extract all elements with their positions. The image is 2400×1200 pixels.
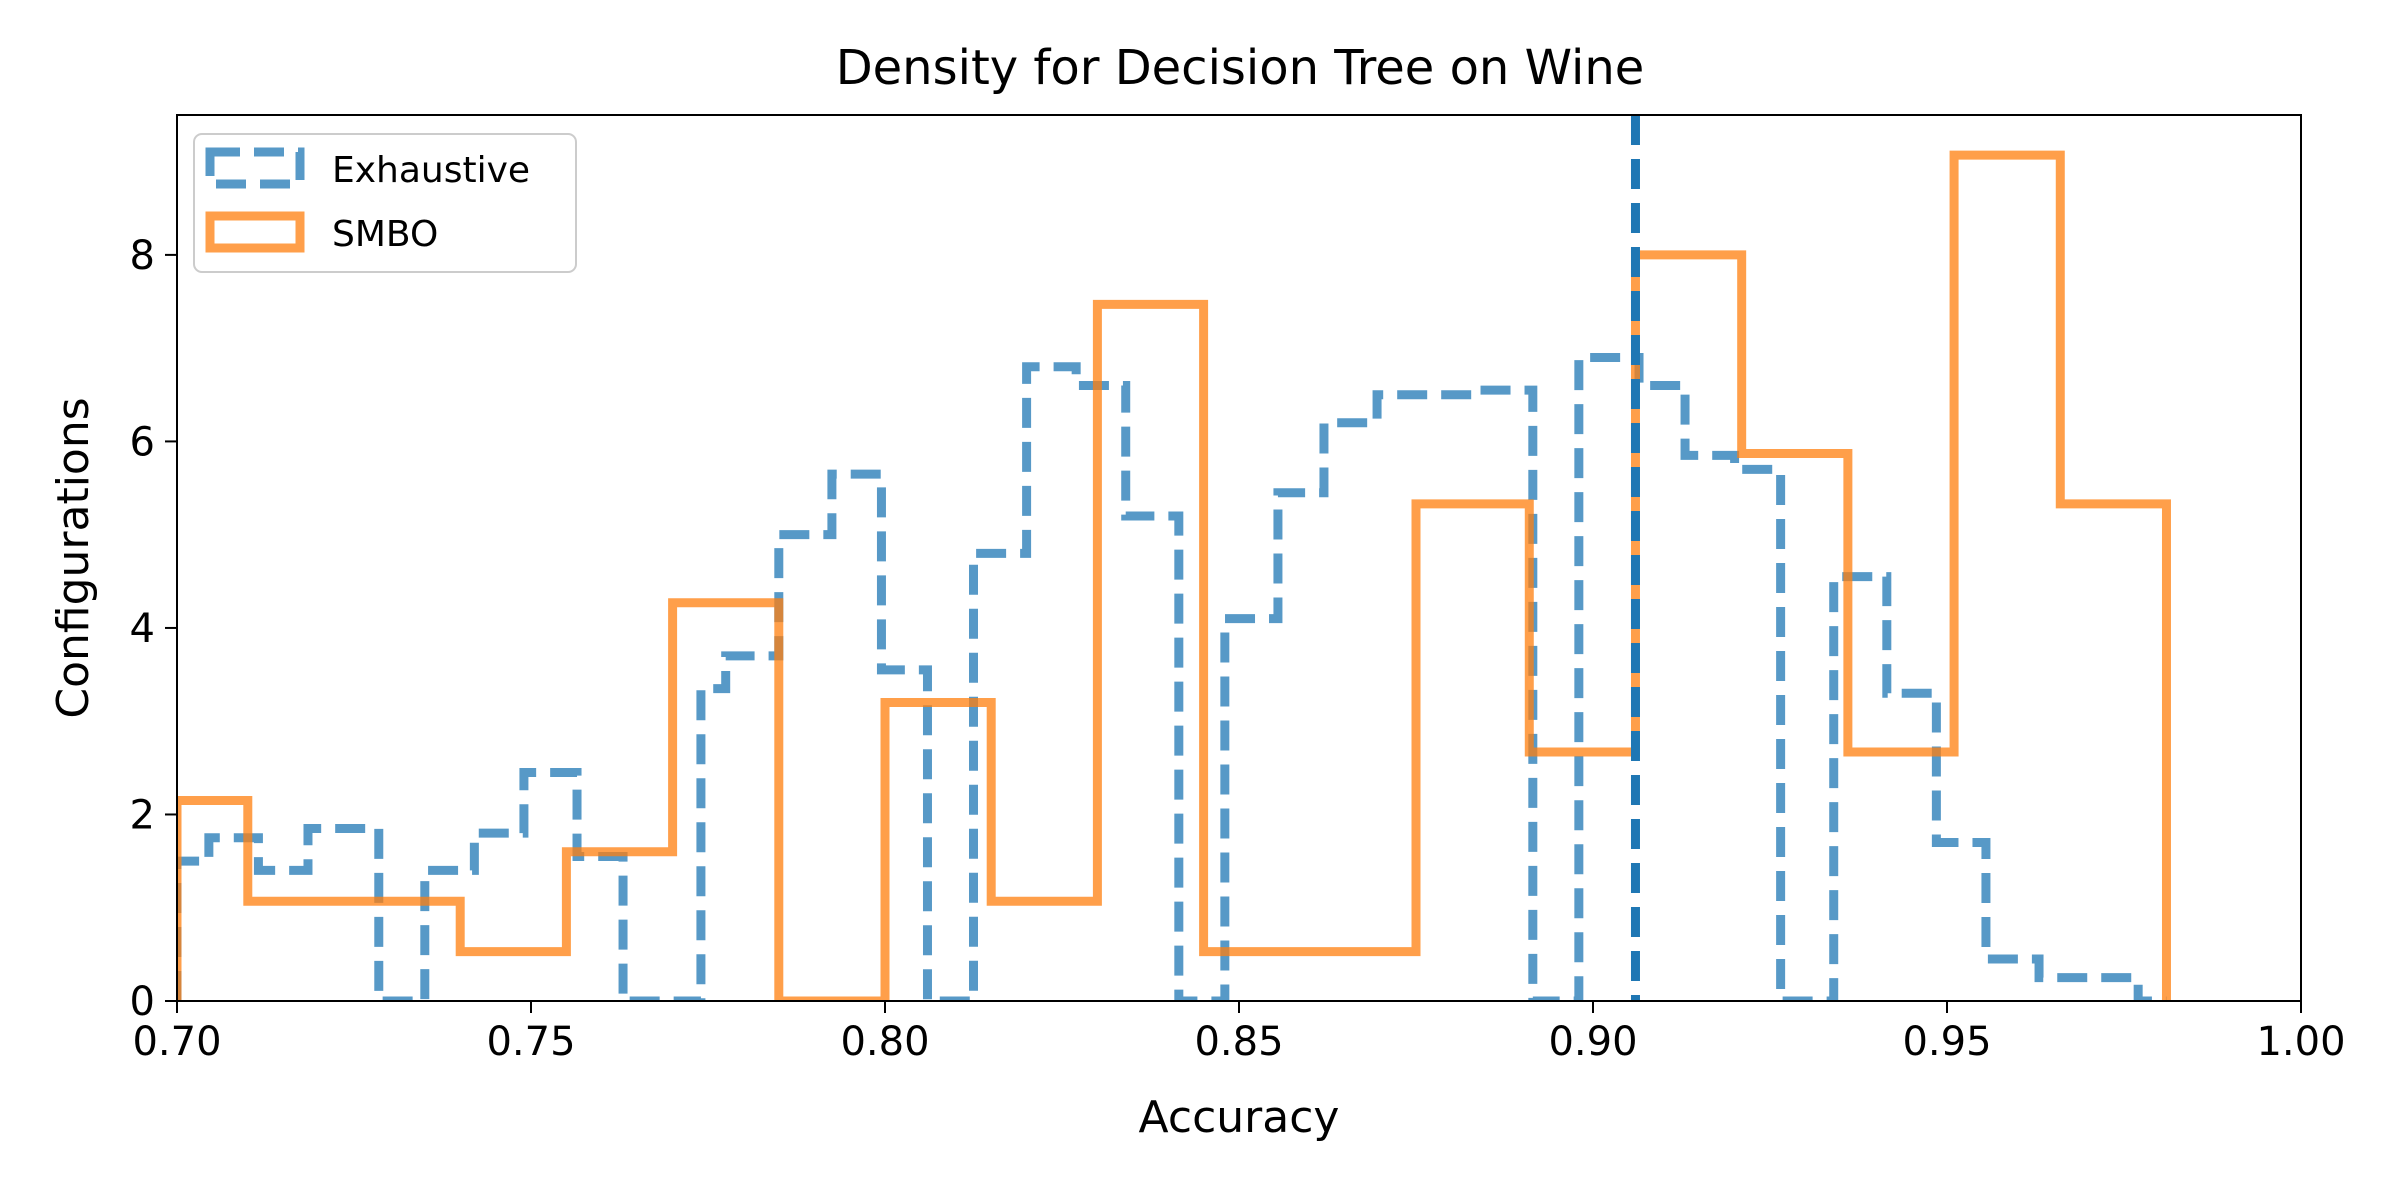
- plot-series: [177, 115, 2171, 1001]
- x-axis-label: Accuracy: [1139, 1092, 1340, 1143]
- legend-box: [193, 133, 577, 273]
- legend: Exhaustive SMBO: [193, 133, 577, 273]
- chart-title: Density for Decision Tree on Wine: [836, 40, 1645, 96]
- y-tick-label: 4: [130, 606, 155, 652]
- series-smbo-histogram: [177, 150, 2171, 1001]
- series-exhaustive-histogram: [177, 352, 2167, 1001]
- y-tick-label: 6: [130, 419, 155, 465]
- legend-label-exhaustive: Exhaustive: [332, 150, 530, 191]
- y-axis-label: Configurations: [48, 397, 99, 718]
- x-tick-label: 1.00: [2256, 1019, 2345, 1065]
- y-tick-label: 0: [130, 979, 155, 1025]
- legend-swatch-exhaustive: [205, 147, 305, 189]
- x-tick-label: 0.70: [132, 1019, 221, 1065]
- plot-area: [177, 115, 2171, 1001]
- y-tick-label: 2: [130, 792, 155, 838]
- x-tick-label: 0.75: [486, 1019, 575, 1065]
- x-tick-label: 0.85: [1194, 1019, 1283, 1065]
- x-axis-ticks: 0.70 0.75 0.80 0.85 0.90 0.95 1.00: [132, 1001, 2346, 1065]
- legend-label-smbo: SMBO: [332, 214, 438, 255]
- x-tick-label: 0.90: [1548, 1019, 1637, 1065]
- legend-swatch-smbo: [205, 211, 305, 253]
- y-axis-ticks: 0 2 4 6 8: [130, 233, 177, 1025]
- x-tick-label: 0.95: [1902, 1019, 1991, 1065]
- x-tick-label: 0.80: [840, 1019, 929, 1065]
- y-tick-label: 8: [130, 233, 155, 279]
